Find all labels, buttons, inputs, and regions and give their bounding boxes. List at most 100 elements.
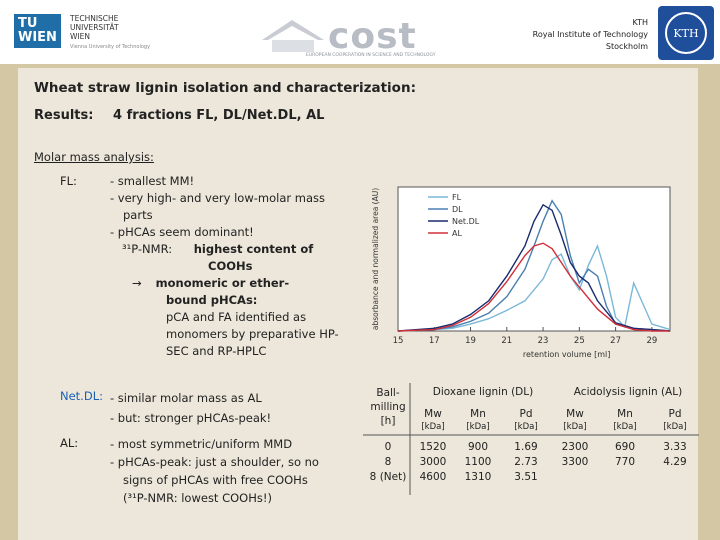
x-tick-label: 27 xyxy=(610,336,621,346)
al-mw-unit: [kDa] xyxy=(563,422,587,432)
legend-label: DL xyxy=(452,205,463,214)
acidolysis-header: Acidolysis lignin (AL) xyxy=(573,386,683,398)
kth-line3: Stockholm xyxy=(605,42,648,51)
al-pd-1: 3.33 xyxy=(663,441,687,453)
x-tick-label: 23 xyxy=(538,336,549,346)
x-tick-label: 29 xyxy=(646,336,657,346)
dl-pd-header: Pd xyxy=(511,408,541,420)
tu-line1: TECHNISCHE xyxy=(70,14,119,23)
fl-nmr-bold: highest content of xyxy=(193,242,314,256)
ball-header-1: Ball- xyxy=(376,387,400,399)
ball-value-2: 8 xyxy=(384,456,392,468)
kth-seal-text: KTH xyxy=(673,27,698,40)
kth-seal-logo: KTH xyxy=(658,6,714,60)
tu-wien-logo: TU WIEN TECHNISCHE UNIVERSITÄT WIEN Vien… xyxy=(14,14,150,52)
series-line-netdl xyxy=(397,203,671,332)
x-tick-label: 15 xyxy=(393,336,404,346)
ball-value-3: 8 (Net) xyxy=(369,471,407,483)
table-lines xyxy=(363,383,699,495)
fl-nmr-line: ³¹P-NMR: highest content of xyxy=(110,241,339,258)
fl-mono-1: monomeric or ether- xyxy=(155,276,290,290)
ball-values: 0 8 8 (Net) xyxy=(363,440,413,485)
legend-label: Net.DL xyxy=(452,217,480,226)
legend-label: AL xyxy=(452,229,462,238)
gpc-chart: 15 17 19 21 23 25 27 29 retention volume [ml] abs… xyxy=(366,181,676,365)
dl-mw-2: 3000 xyxy=(419,456,447,468)
tu-line2: UNIVERSITÄT xyxy=(70,23,119,32)
header-bar: TU WIEN TECHNISCHE UNIVERSITÄT WIEN Vien… xyxy=(0,0,720,64)
al-bullet-3: signs of pHCAs with free COOHs xyxy=(123,473,308,487)
al-pd-label: Pd xyxy=(668,408,682,420)
x-tick-label: 17 xyxy=(429,336,440,346)
kth-line2: Royal Institute of Technology xyxy=(532,30,648,39)
tu-logo-mark: TU WIEN xyxy=(14,14,61,48)
cost-logo: cost EUROPEAN COOPERATION IN SCIENCE AND… xyxy=(258,16,463,60)
results-label: Results: xyxy=(34,108,94,123)
al-mn-header: Mn xyxy=(610,408,640,420)
arrow-right-icon: → xyxy=(132,276,142,290)
tu-mark-top: TU xyxy=(18,16,38,31)
dl-mw-label: Mw xyxy=(424,408,442,420)
al-pd-values: 3.33 4.29 xyxy=(655,440,695,470)
ball-header-3: [h] xyxy=(380,415,396,427)
fl-bullet-3: - pHCAs seem dominant! xyxy=(110,225,254,239)
fl-bullet-2: - very high- and very low-molar mass xyxy=(110,191,325,205)
al-bullet-4: (³¹P-NMR: lowest COOHs!) xyxy=(123,491,272,505)
tu-mark-bottom: WIEN xyxy=(18,30,57,45)
al-mw-1: 2300 xyxy=(561,441,589,453)
ball-header-2: milling xyxy=(370,401,406,413)
netdl-label: Net.DL: xyxy=(60,389,103,403)
al-mw-label: Mw xyxy=(566,408,584,420)
x-tick-label: 19 xyxy=(465,336,476,346)
dl-mw-unit: [kDa] xyxy=(421,422,445,432)
fl-bullets: - smallest MM! - very high- and very low… xyxy=(110,173,339,360)
dl-pd-2: 2.73 xyxy=(514,456,538,468)
al-pd-2: 4.29 xyxy=(663,456,687,468)
fl-nmr-prefix: ³¹P-NMR: xyxy=(122,242,173,256)
tu-line3: WIEN xyxy=(70,32,91,41)
dl-mn-3: 1310 xyxy=(464,471,492,483)
legend-label: FL xyxy=(452,193,462,202)
dl-mn-label: Mn xyxy=(470,408,486,420)
x-tick-label: 21 xyxy=(501,336,512,346)
al-pd-header: Pd xyxy=(660,408,690,420)
kth-text: KTH Royal Institute of Technology Stockh… xyxy=(533,17,648,53)
fl-mono-3: pCA and FA identified as xyxy=(166,310,307,324)
fl-bullet-1: - smallest MM! xyxy=(110,174,195,188)
fl-arrow-line: → monomeric or ether- xyxy=(110,275,339,292)
al-mn-values: 690 770 xyxy=(605,440,645,470)
fl-nmr-bold2: COOHs xyxy=(208,259,253,273)
netdl-bullets: - similar molar mass as AL - but: strong… xyxy=(110,388,271,428)
cost-house-icon xyxy=(262,20,324,52)
dl-mw-1: 1520 xyxy=(419,441,447,453)
results-value: 4 fractions FL, DL/Net.DL, AL xyxy=(113,108,325,123)
chart-svg: 15 17 19 21 23 25 27 29 retention volume [ml] abs… xyxy=(371,186,671,359)
kth-seal-icon: KTH xyxy=(665,12,707,54)
al-mw-values: 2300 3300 xyxy=(555,440,595,470)
dl-pd-values: 1.69 2.73 3.51 xyxy=(506,440,546,485)
al-mn-1: 690 xyxy=(614,441,636,453)
netdl-bullet-2: - but: stronger pHCAs-peak! xyxy=(110,411,272,425)
dl-mn-1: 900 xyxy=(467,441,489,453)
fl-mono-2: bound pHCAs: xyxy=(166,293,258,307)
dl-pd-label: Pd xyxy=(519,408,533,420)
al-label: AL: xyxy=(60,436,79,450)
al-mw-header: Mw xyxy=(560,408,590,420)
al-mn-label: Mn xyxy=(617,408,633,420)
dl-mn-values: 900 1100 1310 xyxy=(458,440,498,485)
x-tick-label: 25 xyxy=(574,336,585,346)
x-axis-label: retention volume [ml] xyxy=(523,350,610,359)
series-line-al xyxy=(397,242,670,332)
dl-mn-header: Mn xyxy=(463,408,493,420)
content-panel: Wheat straw lignin isolation and charact… xyxy=(18,68,699,540)
y-axis-label: absorbance and normalized area (AU) xyxy=(371,188,380,330)
dl-mn-2: 1100 xyxy=(464,456,492,468)
dl-pd-1: 1.69 xyxy=(514,441,538,453)
dl-mn-unit: [kDa] xyxy=(466,422,490,432)
al-bullet-2: - pHCAs-peak: just a shoulder, so no xyxy=(110,455,319,469)
fl-bullet-2b: parts xyxy=(123,208,153,222)
tu-logo-text: TECHNISCHE UNIVERSITÄT WIEN Vienna Unive… xyxy=(70,14,150,52)
ballmilling-header: Ball- milling [h] xyxy=(366,386,410,428)
dl-pd-unit: [kDa] xyxy=(514,422,538,432)
netdl-bullet-1: - similar molar mass as AL xyxy=(110,391,262,405)
